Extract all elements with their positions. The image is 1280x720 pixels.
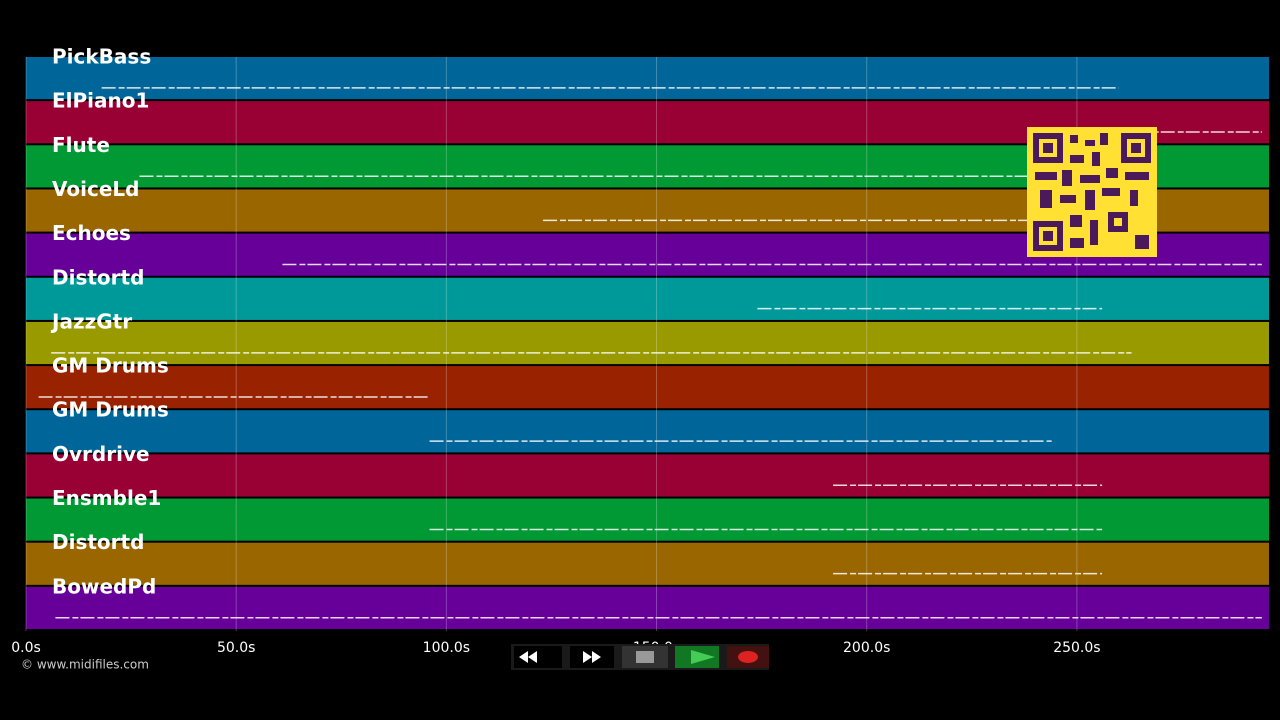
track-name: Distortd bbox=[52, 530, 144, 554]
x-tick-label: 100.0s bbox=[423, 640, 470, 656]
track-name: VoiceLd bbox=[52, 177, 139, 201]
record-button[interactable] bbox=[727, 646, 769, 668]
track-lane bbox=[26, 321, 1269, 365]
qr-code bbox=[1027, 127, 1157, 257]
track-lane bbox=[26, 454, 1269, 497]
play-button[interactable] bbox=[675, 646, 719, 668]
track-name: Ovrdrive bbox=[52, 442, 150, 466]
grid bbox=[25, 57, 1078, 631]
track-name: GM Drums bbox=[52, 398, 169, 422]
transport-controls bbox=[511, 644, 769, 670]
track-lane bbox=[26, 277, 1269, 320]
track-name: BowedPd bbox=[52, 574, 156, 598]
track-names: PickBass ElPiano1 Flute VoiceLd Echoes Distor… bbox=[50, 45, 169, 599]
x-tick-label: 50.0s bbox=[217, 640, 255, 656]
x-tick-label: 200.0s bbox=[843, 640, 890, 656]
x-tick-label: 250.0s bbox=[1053, 640, 1100, 656]
copyright: © www.midifiles.com bbox=[21, 658, 149, 672]
track-name: PickBass bbox=[52, 45, 151, 69]
rewind-button[interactable] bbox=[514, 646, 562, 668]
track-lane bbox=[26, 498, 1269, 541]
track-name: Flute bbox=[52, 133, 110, 157]
x-tick-label: 0.0s bbox=[11, 640, 41, 656]
track-lane bbox=[26, 410, 1269, 453]
track-lane bbox=[26, 366, 1269, 409]
forward-button[interactable] bbox=[570, 646, 614, 668]
track-name: Echoes bbox=[52, 221, 131, 245]
notes bbox=[38, 87, 1262, 619]
track-name: JazzGtr bbox=[50, 309, 132, 333]
track-lane bbox=[26, 542, 1269, 585]
track-lane bbox=[26, 57, 1269, 100]
track-name: Distortd bbox=[52, 265, 144, 289]
track-lane bbox=[26, 586, 1269, 629]
stop-button[interactable] bbox=[622, 646, 668, 668]
track-name: ElPiano1 bbox=[52, 89, 149, 113]
track-name: Ensmble1 bbox=[52, 486, 161, 510]
track-name: GM Drums bbox=[52, 354, 169, 378]
